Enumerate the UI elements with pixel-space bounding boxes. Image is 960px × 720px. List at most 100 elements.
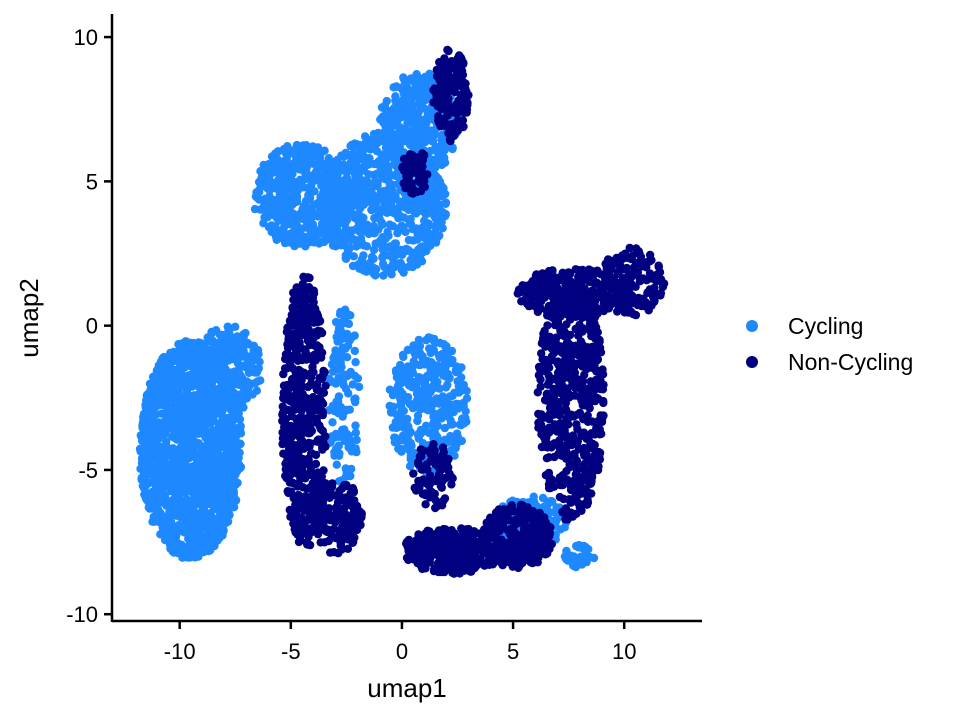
data-point <box>341 148 350 158</box>
data-point <box>328 228 337 237</box>
data-point <box>205 396 215 406</box>
data-point <box>391 171 400 181</box>
data-point <box>353 212 362 221</box>
data-point <box>296 525 305 534</box>
data-point <box>234 367 243 376</box>
data-point <box>194 392 203 401</box>
data-point <box>291 421 301 430</box>
data-point <box>236 426 245 435</box>
data-point <box>462 394 472 403</box>
data-point <box>287 310 296 320</box>
data-point <box>389 140 398 149</box>
data-point <box>165 502 174 512</box>
data-point <box>231 480 240 489</box>
data-point <box>359 200 368 209</box>
data-point <box>430 235 439 244</box>
data-point <box>304 429 313 438</box>
data-point <box>308 338 317 347</box>
data-point <box>275 233 284 242</box>
data-point <box>197 429 206 438</box>
data-point <box>310 146 319 155</box>
data-point <box>382 263 391 273</box>
data-point <box>331 346 340 355</box>
data-point <box>335 195 344 204</box>
data-point <box>179 512 189 522</box>
data-point <box>350 331 359 340</box>
data-point <box>529 557 538 567</box>
data-point <box>411 350 420 360</box>
data-point <box>148 439 158 448</box>
data-point <box>197 361 206 370</box>
data-point <box>229 473 239 483</box>
data-point <box>260 213 269 222</box>
data-point <box>321 442 330 451</box>
data-point <box>399 73 408 82</box>
data-point <box>321 504 330 514</box>
data-point <box>292 511 302 520</box>
data-point <box>188 407 197 416</box>
data-point <box>160 467 170 476</box>
data-point <box>422 558 431 568</box>
data-point <box>167 413 176 422</box>
data-point <box>351 358 360 367</box>
data-point <box>139 464 148 474</box>
data-point <box>225 483 234 492</box>
data-point <box>158 484 167 493</box>
data-point <box>188 536 197 546</box>
data-point <box>314 435 324 445</box>
data-point <box>176 422 185 431</box>
data-point <box>481 560 490 570</box>
data-point <box>143 495 152 505</box>
data-point <box>338 310 347 319</box>
data-point <box>162 437 171 446</box>
data-point <box>162 518 172 527</box>
data-point <box>430 421 440 431</box>
data-point <box>340 481 349 490</box>
data-point <box>153 473 162 483</box>
data-point <box>157 426 166 435</box>
data-point <box>196 520 206 529</box>
data-point <box>333 498 343 507</box>
data-point <box>437 217 446 227</box>
data-point <box>250 354 260 363</box>
data-point <box>403 94 412 104</box>
data-point <box>423 399 432 408</box>
data-point <box>297 369 307 378</box>
data-point <box>456 544 465 553</box>
data-point <box>523 511 532 520</box>
data-point <box>317 328 327 338</box>
data-point <box>282 421 291 430</box>
data-point <box>145 504 154 513</box>
data-point <box>329 353 338 362</box>
data-point <box>277 160 287 170</box>
data-point <box>260 169 269 178</box>
data-point <box>317 407 327 416</box>
data-point <box>337 185 346 194</box>
data-point <box>221 494 231 503</box>
data-point <box>464 546 474 556</box>
data-point <box>219 423 229 432</box>
data-point <box>311 486 320 496</box>
data-point <box>403 393 413 402</box>
data-point <box>349 235 359 244</box>
data-point <box>545 528 554 537</box>
data-point <box>298 279 307 289</box>
data-point <box>172 477 181 486</box>
data-point <box>448 568 457 577</box>
data-point <box>390 438 399 447</box>
data-point <box>168 496 177 505</box>
data-point <box>346 439 355 448</box>
data-point <box>446 420 455 429</box>
data-point <box>321 524 330 533</box>
data-point <box>297 152 307 161</box>
data-point <box>209 436 218 445</box>
data-point <box>504 515 514 525</box>
data-point <box>370 205 380 214</box>
data-point <box>186 416 196 426</box>
data-point <box>423 133 432 142</box>
data-point <box>225 437 234 447</box>
data-point <box>155 374 165 383</box>
data-point <box>333 155 342 165</box>
data-point <box>391 96 400 105</box>
data-point <box>331 235 341 244</box>
